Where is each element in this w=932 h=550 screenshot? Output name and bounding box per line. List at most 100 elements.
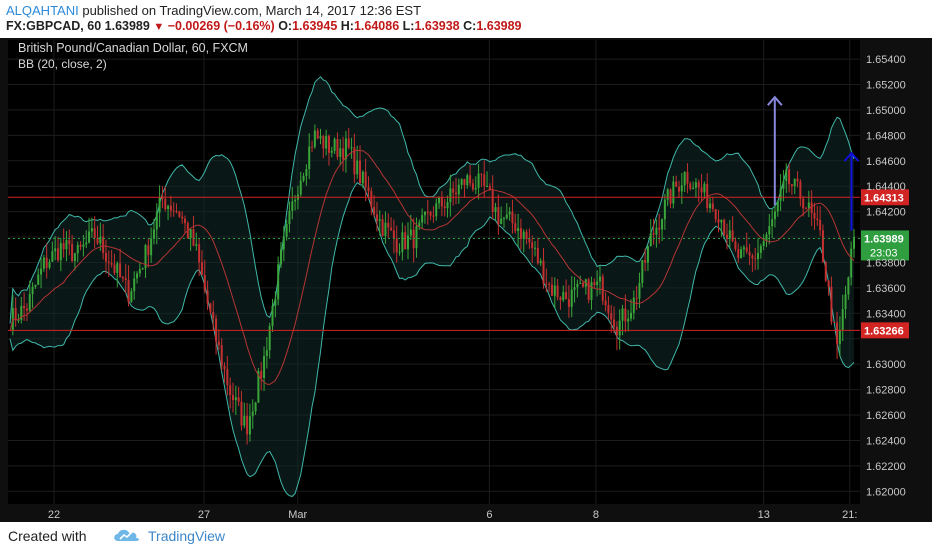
candle-body: [189, 229, 192, 239]
candle-body: [847, 277, 850, 295]
candle-body: [124, 278, 127, 280]
candle-body: [421, 215, 424, 223]
candle-body: [590, 282, 593, 300]
candle-body: [446, 202, 449, 209]
candle-body: [559, 297, 562, 301]
candle-body: [762, 241, 765, 246]
candle-body: [813, 212, 816, 219]
tradingview-cloud-icon: [114, 529, 139, 541]
candle-body: [522, 231, 525, 239]
candle-body: [217, 341, 220, 346]
candle-body: [505, 214, 508, 219]
current-price-tag: [861, 230, 909, 261]
candle-body: [76, 244, 79, 254]
candle-body: [570, 289, 573, 307]
candle-body: [116, 263, 119, 273]
candle-body: [40, 268, 43, 275]
candle-body: [683, 171, 686, 186]
candle-body: [567, 299, 570, 307]
candle-body: [381, 219, 384, 236]
x-axis-tick-label: 13: [758, 509, 770, 521]
close-label: C:: [463, 19, 477, 33]
candle-body: [457, 184, 460, 195]
candle-body: [565, 292, 568, 300]
chart-footer: Created with TradingView: [0, 522, 932, 550]
candle-body: [178, 211, 181, 217]
candle-body: [607, 305, 610, 314]
y-axis-tick-label: 1.65200: [866, 79, 906, 91]
candle-body: [677, 186, 680, 192]
candle-body: [728, 230, 731, 239]
y-axis-tick-label: 1.62000: [866, 486, 906, 498]
candle-body: [246, 415, 249, 435]
candle-body: [99, 236, 102, 244]
candle-body: [435, 203, 438, 217]
candle-body: [830, 286, 833, 322]
candle-body: [502, 218, 505, 220]
price-change: −0.00269 (−0.16%): [167, 19, 275, 33]
candle-body: [285, 224, 288, 237]
close-value: 1.63989: [476, 19, 522, 33]
candle-body: [757, 252, 760, 260]
candle-body: [675, 181, 678, 187]
author-link[interactable]: ALQAHTANI: [6, 3, 79, 18]
level-price-label: 1.64313: [864, 192, 904, 204]
candle-body: [387, 222, 390, 228]
candle-body: [209, 303, 212, 313]
bollinger-band-fill: [10, 76, 854, 497]
candle-body: [212, 312, 215, 319]
candle-body: [785, 169, 788, 182]
candle-body: [601, 276, 604, 301]
open-label: O:: [278, 19, 293, 33]
candle-body: [443, 206, 446, 209]
candle-body: [25, 308, 28, 311]
candle-body: [395, 238, 398, 253]
candle-body: [254, 402, 257, 412]
down-triangle-icon: ▼: [153, 21, 165, 33]
candle-body: [836, 322, 839, 345]
candle-body: [311, 146, 314, 148]
candle-body: [519, 228, 522, 239]
candle-body: [229, 385, 232, 396]
candle-body: [838, 329, 841, 345]
open-value: 1.63945: [292, 19, 338, 33]
candle-body: [56, 248, 59, 261]
candle-body: [500, 218, 503, 225]
candle-body: [545, 283, 548, 285]
candle-body: [260, 370, 263, 379]
candle-body: [751, 255, 754, 259]
y-axis-tick-label: 1.62400: [866, 435, 906, 447]
candle-body: [73, 253, 76, 262]
candle-body: [330, 150, 333, 153]
x-axis-tick-label: 22: [48, 509, 60, 521]
candle-body: [342, 148, 345, 160]
x-axis-tick-label: Mar: [288, 509, 307, 521]
candle-body: [632, 297, 635, 313]
candle-body: [669, 189, 672, 204]
candle-body: [536, 247, 539, 264]
x-axis-tick-label: 6: [486, 509, 492, 521]
tradingview-brand[interactable]: TradingView: [148, 528, 226, 544]
candle-body: [711, 203, 714, 209]
candle-body: [853, 236, 855, 249]
candle-body: [226, 369, 229, 386]
level-price-tag: [861, 189, 909, 206]
candle-body: [471, 183, 474, 190]
price-chart[interactable]: 1.64313 1.63266 1.63989 23:03 1.65400 1.65200…: [0, 38, 932, 522]
candle-body: [463, 179, 466, 186]
candle-body: [618, 320, 621, 336]
candle-body: [319, 136, 322, 139]
candle-body: [195, 244, 198, 246]
candle-body: [68, 240, 71, 245]
candle-body: [697, 182, 700, 188]
candle-body: [172, 210, 175, 212]
candle-body: [689, 183, 692, 189]
candle-body: [240, 401, 243, 426]
candle-body: [759, 245, 762, 253]
candle-body: [282, 236, 285, 250]
candle-body: [652, 233, 655, 235]
candle-body: [824, 262, 827, 281]
candle-body: [703, 183, 706, 193]
candle-body: [147, 245, 150, 256]
candle-body: [542, 260, 545, 284]
